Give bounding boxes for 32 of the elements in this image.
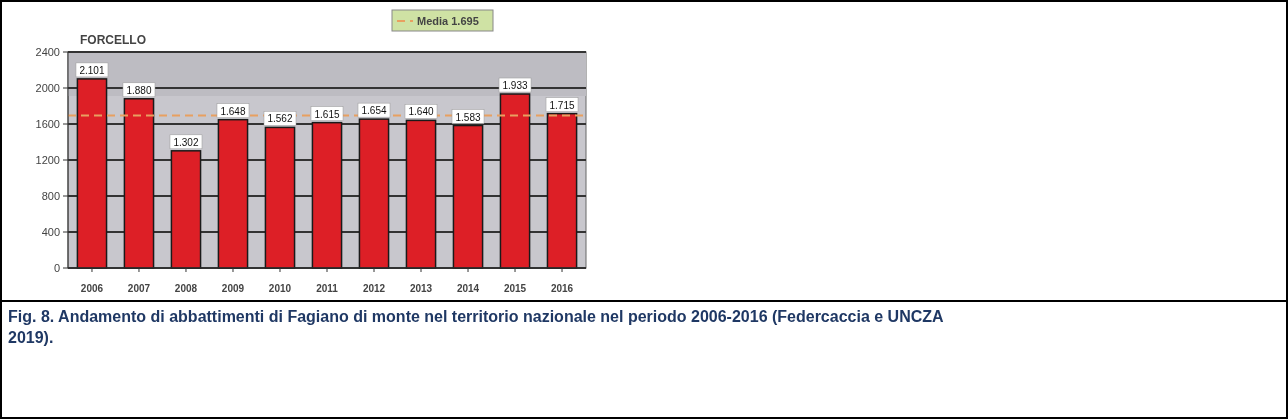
x-tick-label: 2006 bbox=[80, 283, 104, 294]
data-label: 1.654 bbox=[361, 105, 387, 117]
x-tick-label: 2014 bbox=[456, 283, 480, 294]
x-tick-label: 2009 bbox=[221, 283, 245, 294]
y-tick-label: 0 bbox=[53, 262, 60, 274]
data-label: 1.562 bbox=[267, 113, 293, 125]
x-tick-label: 2010 bbox=[268, 283, 292, 294]
data-label: 1.583 bbox=[455, 111, 481, 123]
y-tick-label: 1600 bbox=[35, 118, 60, 130]
data-label: 1.615 bbox=[314, 108, 340, 120]
y-tick-label: 800 bbox=[41, 190, 60, 202]
caption: Fig. 8. Andamento di abbattimenti di Fagiano di monte nel territorio nazionale nel periodo 2006-2016 (Federcaccia e UNCZA 2019). bbox=[8, 308, 945, 346]
x-tick-label: 2011 bbox=[316, 283, 339, 294]
x-tick-label: 2012 bbox=[362, 283, 386, 294]
data-label: 2.101 bbox=[79, 64, 105, 76]
y-tick-label: 400 bbox=[41, 226, 60, 238]
data-label: 1.640 bbox=[408, 106, 434, 118]
data-label: 1.715 bbox=[549, 99, 575, 111]
chart-title: FORCELLO bbox=[80, 33, 146, 47]
x-tick-label: 2013 bbox=[409, 283, 433, 294]
data-label: 1.880 bbox=[126, 84, 152, 96]
data-label: 1.302 bbox=[173, 136, 199, 148]
y-tick-label: 2400 bbox=[35, 46, 60, 58]
legend-label: Media 1.695 bbox=[417, 15, 479, 27]
x-tick-label: 2007 bbox=[127, 283, 151, 294]
x-tick-label: 2015 bbox=[503, 283, 527, 294]
x-tick-label: 2008 bbox=[174, 283, 198, 294]
x-tick-label: 2016 bbox=[550, 283, 574, 294]
data-label: 1.648 bbox=[220, 105, 246, 117]
y-tick-label: 1200 bbox=[35, 154, 60, 166]
data-label: 1.933 bbox=[502, 80, 528, 92]
y-tick-label: 2000 bbox=[35, 82, 60, 94]
